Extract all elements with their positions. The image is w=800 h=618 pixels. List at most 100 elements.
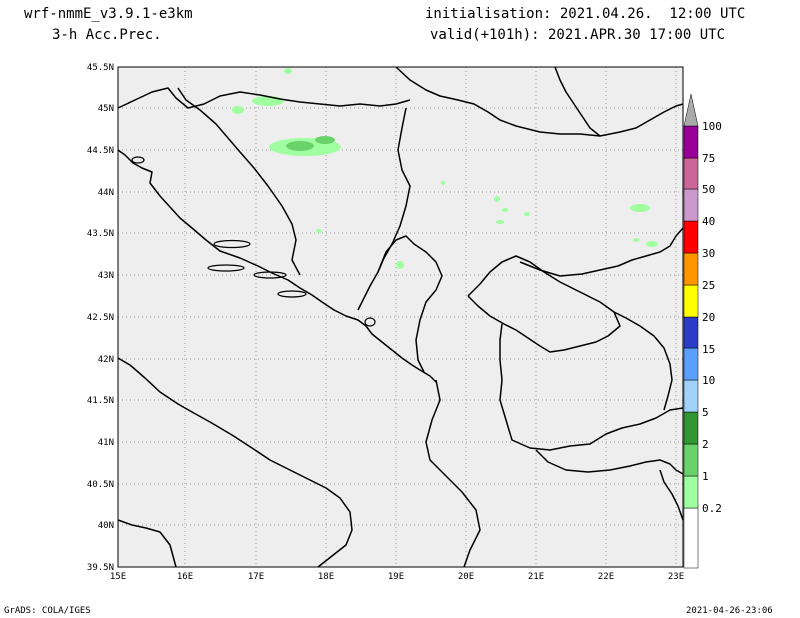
precip-patch	[232, 106, 244, 114]
legend-label: 40	[702, 215, 715, 228]
island	[213, 239, 251, 249]
legend-label: 1	[702, 470, 709, 483]
legend-swatch	[683, 125, 699, 159]
lat-label: 42.5N	[87, 313, 114, 323]
lat-label: 43.5N	[87, 229, 114, 239]
legend-swatch	[683, 284, 699, 318]
grid-lines	[118, 67, 683, 567]
precip-patch	[252, 96, 284, 106]
bosnia-border	[177, 87, 301, 276]
precip-patch	[646, 241, 658, 247]
footer-timestamp: 2021-04-26-23:06	[686, 606, 773, 616]
lon-labels: 15E 16E 17E 18E 19E 20E 21E 22E 23E	[110, 572, 684, 582]
serbia-north-border	[395, 66, 684, 137]
lat-label: 40N	[98, 521, 114, 531]
lat-label: 45N	[98, 104, 114, 114]
precip-patch	[315, 136, 335, 144]
legend-swatch	[683, 475, 699, 509]
legend-swatch	[683, 443, 699, 477]
precip-patch	[441, 181, 445, 185]
legend-swatch	[683, 411, 699, 445]
valid-time: valid(+101h): 2021.APR.30 17:00 UTC	[430, 27, 726, 43]
legend-bar	[683, 93, 699, 569]
border-east	[613, 311, 673, 411]
bosnia-serbia-border	[357, 107, 411, 311]
legend-label: 0.2	[702, 502, 722, 515]
legend-label: 15	[702, 343, 715, 356]
border-northeast	[554, 66, 601, 137]
legend-labels: 0.2 1 2 5 10 15 20 25 30 40 50 75 100	[702, 120, 722, 515]
precip-patch	[316, 229, 322, 233]
precip-patch	[286, 141, 314, 151]
legend-swatch	[683, 507, 699, 569]
legend-label: 2	[702, 438, 709, 451]
map-area	[118, 67, 683, 567]
adriatic-coast-east	[117, 149, 437, 383]
precip-patches	[232, 68, 658, 269]
model-title: wrf-nmmE_v3.9.1-e3km	[24, 6, 193, 22]
legend-label: 30	[702, 247, 715, 260]
lat-labels: 45.5N 45N 44.5N 44N 43.5N 43N 42.5N 42N …	[87, 63, 114, 573]
lat-label: 41N	[98, 438, 114, 448]
lon-label: 18E	[318, 572, 334, 582]
lat-label: 45.5N	[87, 63, 114, 73]
islands	[131, 156, 376, 327]
legend-swatch	[683, 347, 699, 381]
border-north	[117, 87, 411, 109]
lon-label: 17E	[248, 572, 264, 582]
island	[253, 271, 287, 279]
macedonia-greece-border	[535, 449, 684, 475]
legend-label: 10	[702, 374, 715, 387]
legend-swatch	[683, 188, 699, 222]
legend-swatch	[683, 220, 699, 254]
lon-label: 22E	[598, 572, 614, 582]
lat-label: 39.5N	[87, 563, 114, 573]
serbia-east-border	[519, 227, 684, 277]
field-title: 3-h Acc.Prec.	[52, 27, 162, 43]
lat-label: 44N	[98, 188, 114, 198]
precip-patch	[496, 220, 504, 224]
island	[207, 264, 245, 272]
legend-label: 100	[702, 120, 722, 133]
lon-label: 19E	[388, 572, 404, 582]
coastlines-borders	[117, 66, 684, 568]
init-time: initialisation: 2021.04.26. 12:00 UTC	[425, 6, 746, 22]
precip-patch	[633, 238, 639, 242]
lon-label: 20E	[458, 572, 474, 582]
lat-label: 44.5N	[87, 146, 114, 156]
precip-patch	[284, 68, 292, 74]
precip-patch	[524, 212, 530, 216]
legend-swatch	[683, 316, 699, 349]
legend-label: 25	[702, 279, 715, 292]
lon-label: 15E	[110, 572, 126, 582]
lon-label: 21E	[528, 572, 544, 582]
albania-border	[425, 379, 481, 568]
lat-label: 42N	[98, 355, 114, 365]
legend-swatch	[683, 379, 699, 413]
island	[364, 317, 376, 327]
legend-label: 20	[702, 311, 715, 324]
legend-swatch	[683, 157, 699, 190]
montenegro-border	[377, 235, 443, 373]
precip-patch	[502, 208, 508, 212]
footer-credit: GrADS: COLA/IGES	[4, 606, 91, 616]
island	[131, 156, 145, 164]
kosovo-border	[467, 255, 621, 353]
legend-label: 5	[702, 406, 709, 419]
lat-label: 40.5N	[87, 480, 114, 490]
albania-macedonia-border	[499, 323, 684, 451]
lat-label: 43N	[98, 271, 114, 281]
legend-arrow	[683, 93, 699, 127]
italy-coast-south	[117, 519, 177, 568]
legend-label: 75	[702, 152, 715, 165]
greek-coast	[659, 469, 684, 521]
italy-coast	[117, 357, 353, 568]
lon-label: 16E	[177, 572, 193, 582]
precip-patch	[494, 196, 500, 202]
island	[277, 290, 307, 298]
legend-label: 50	[702, 183, 715, 196]
lon-label: 23E	[668, 572, 684, 582]
map-frame	[117, 66, 684, 568]
precip-patch	[630, 204, 650, 212]
